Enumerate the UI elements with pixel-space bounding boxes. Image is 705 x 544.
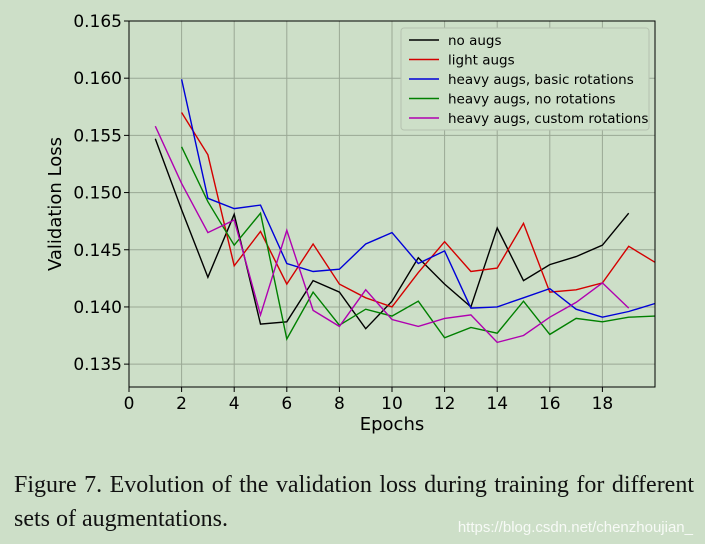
series-lines <box>154 79 656 344</box>
legend-label: heavy augs, custom rotations <box>448 111 648 127</box>
x-tick-label: 0 <box>124 394 135 414</box>
legend-label: light augs <box>448 53 515 69</box>
y-tick-label: 0.150 <box>73 184 122 204</box>
legend-label: heavy augs, no rotations <box>448 92 616 108</box>
y-tick-label: 0.155 <box>73 126 122 146</box>
figure-caption: Figure 7. Evolution of the validation lo… <box>14 472 694 532</box>
series-line-1 <box>154 138 630 330</box>
x-tick-label: 10 <box>381 394 403 414</box>
line-chart: 0 2 4 6 8 10 12 14 16 18 0.135 0.140 0.145 0.150 0.15… <box>45 12 656 435</box>
y-tick-label: 0.145 <box>73 241 122 261</box>
series-line-5 <box>154 125 630 344</box>
x-tick-label: 2 <box>176 394 187 414</box>
legend-box <box>400 27 650 131</box>
x-tick-label: 12 <box>434 394 456 414</box>
y-tick-label: 0.165 <box>73 12 122 32</box>
x-tick-label: 18 <box>592 394 614 414</box>
x-tick-label: 8 <box>334 394 345 414</box>
series-line-3 <box>180 79 656 318</box>
x-tick-label: 6 <box>281 394 292 414</box>
y-tick-label: 0.160 <box>73 69 122 89</box>
legend: no augs light augs heavy augs, basic rotat… <box>400 27 650 131</box>
x-tick-label: 4 <box>229 394 240 414</box>
legend-label: no augs <box>448 33 502 49</box>
x-tick-label: 16 <box>539 394 561 414</box>
y-tick-label: 0.135 <box>73 355 122 375</box>
legend-label: heavy augs, basic rotations <box>448 72 634 88</box>
x-axis-ticks: 0 2 4 6 8 10 12 14 16 18 <box>124 387 614 414</box>
x-tick-label: 14 <box>486 394 508 414</box>
y-axis-ticks: 0.135 0.140 0.145 0.150 0.155 0.160 0.165 <box>73 12 129 375</box>
x-axis-label: Epochs <box>360 414 425 435</box>
series-line-4 <box>180 146 656 341</box>
y-tick-label: 0.140 <box>73 298 122 318</box>
watermark: https://blog.csdn.net/chenzhoujian_ <box>457 519 693 536</box>
series-line-2 <box>181 112 656 308</box>
y-axis-label: Validation Loss <box>45 137 66 271</box>
